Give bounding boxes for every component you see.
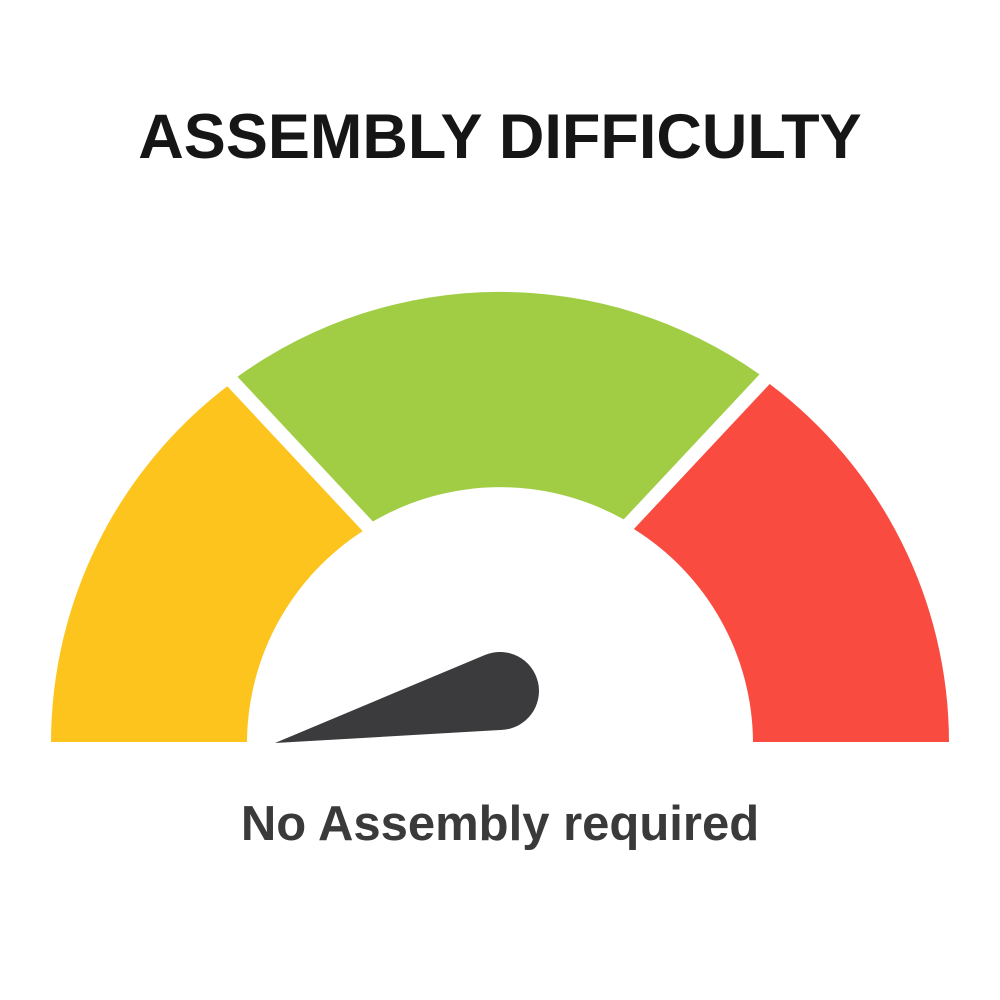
gauge-segment-easy xyxy=(51,386,363,742)
page-title: ASSEMBLY DIFFICULTY xyxy=(138,102,862,172)
gauge-needle xyxy=(275,651,539,743)
gauge-segment-hard xyxy=(633,384,949,742)
gauge-value-caption: No Assembly required xyxy=(240,797,760,851)
gauge-segment-medium xyxy=(237,291,760,522)
